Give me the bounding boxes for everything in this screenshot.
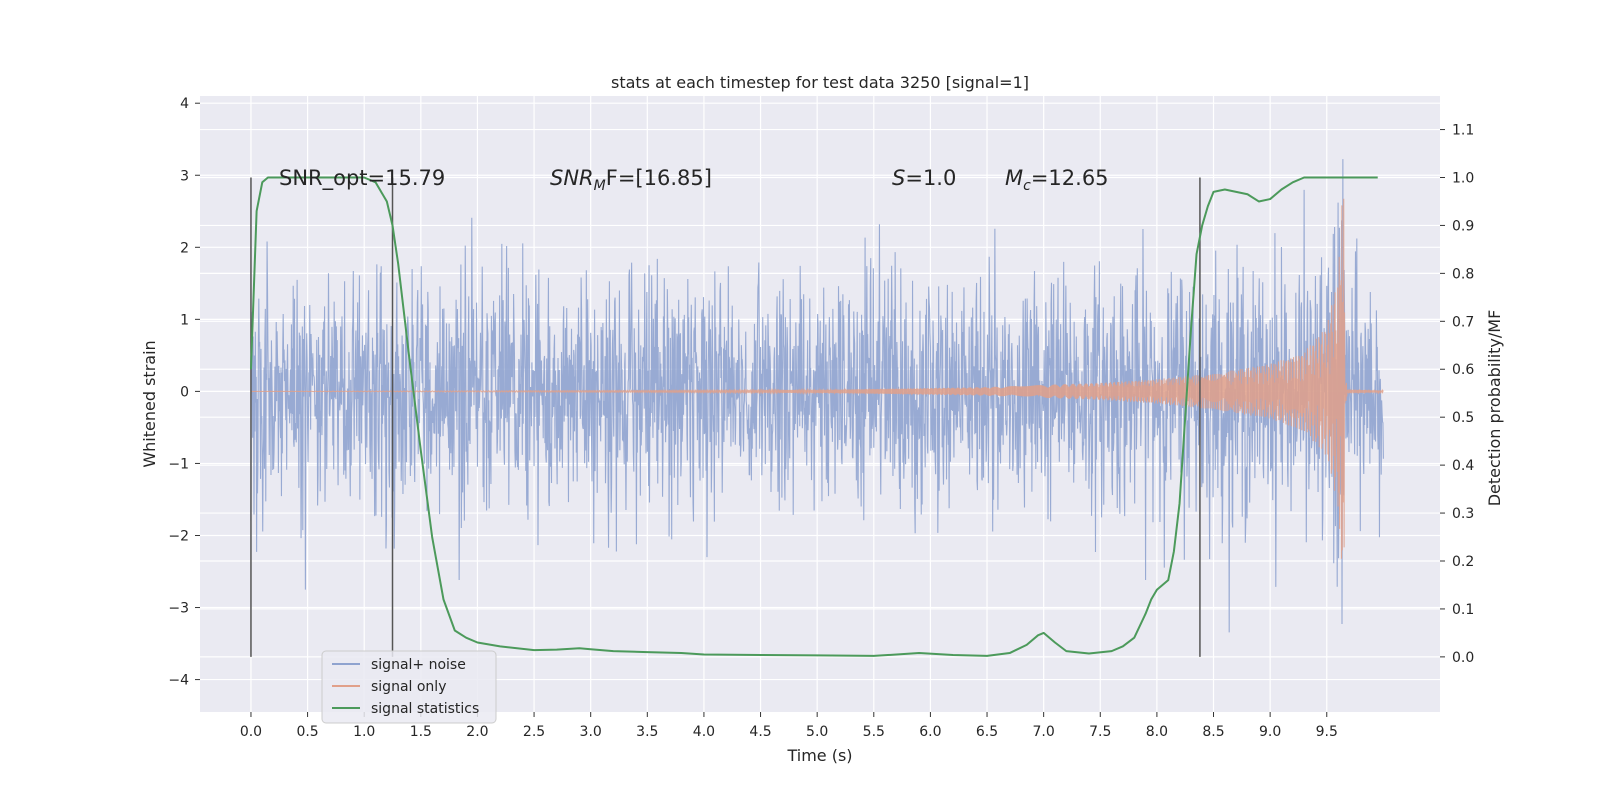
series-signal-only (250, 198, 1384, 559)
x-tick-label: 8.0 (1146, 724, 1168, 740)
y-axis-right: 0.0 0.1 0.2 0.3 0.4 0.5 0.6 0.7 0.8 0.9 1.0 1.1 (1440, 123, 1474, 666)
legend-label-signal-plus-noise: signal+ noise (371, 657, 466, 673)
y2-tick-label: 0.8 (1452, 266, 1474, 282)
x-tick-label: 6.0 (919, 724, 941, 740)
x-tick-label: 4.0 (693, 724, 715, 740)
y-axis-left: −4 −3 −2 −1 0 1 2 3 4 (168, 96, 200, 689)
y2-tick-label: 0.4 (1452, 458, 1474, 474)
signal-only-line (250, 198, 1384, 559)
y-tick-label: 3 (180, 168, 189, 184)
annotation-s-label: S (892, 166, 905, 190)
annotation-snr-opt: SNR_opt=15.79 (279, 166, 445, 191)
annotation-s: S=1.0 (892, 166, 956, 190)
legend: signal+ noise signal only signal statist… (321, 650, 497, 724)
x-tick-label: 9.0 (1259, 724, 1281, 740)
x-tick-label: 5.5 (863, 724, 885, 740)
x-tick-label: 0.0 (240, 724, 262, 740)
annotation-snr-mf-main: SNR (550, 166, 594, 190)
annotation-mc-value: =12.65 (1031, 166, 1109, 190)
y2-tick-label: 0.2 (1452, 554, 1474, 570)
x-tick-label: 8.5 (1202, 724, 1224, 740)
x-tick-label: 5.0 (806, 724, 828, 740)
y-tick-label: 0 (180, 384, 189, 400)
annotation-mc-sub: c (1023, 178, 1031, 194)
x-axis: 0.0 0.5 1.0 1.5 2.0 2.5 3.0 3.5 4.0 4.5 5.0 5.5 6.0 6… (240, 712, 1338, 740)
x-tick-label: 1.5 (410, 724, 432, 740)
legend-label-signal-statistics: signal statistics (371, 701, 479, 717)
x-axis-title: Time (s) (786, 746, 852, 765)
y2-tick-label: 1.1 (1452, 123, 1474, 139)
y2-tick-label: 0.5 (1452, 410, 1474, 426)
y-tick-label: −1 (168, 456, 189, 472)
legend-label-signal-only: signal only (371, 679, 446, 695)
annotation-mc: Mc=12.65 (1005, 166, 1109, 194)
x-tick-label: 2.0 (466, 724, 488, 740)
x-tick-label: 3.5 (636, 724, 658, 740)
signal-statistics-line (249, 176, 1378, 657)
y-tick-label: −4 (168, 673, 189, 689)
x-tick-label: 7.5 (1089, 724, 1111, 740)
y2-tick-label: 0.3 (1452, 506, 1474, 522)
vertical-markers (250, 177, 1201, 657)
x-tick-label: 6.5 (976, 724, 998, 740)
annotation-snr-mf-sub: M (594, 178, 606, 194)
y2-tick-label: 0.9 (1452, 218, 1474, 234)
annotation-mc-main: M (1005, 166, 1023, 190)
x-tick-label: 1.0 (353, 724, 375, 740)
y2-axis-title: Detection probability/MF (1485, 310, 1504, 507)
chart-title: stats at each timestep for test data 325… (611, 73, 1029, 92)
annotation-snr-mf-rest: F=[16.85] (606, 166, 712, 190)
y2-tick-label: 0.1 (1452, 602, 1474, 618)
y-tick-label: 4 (180, 96, 189, 112)
y2-tick-label: 0.6 (1452, 362, 1474, 378)
y-tick-label: −3 (168, 601, 189, 617)
y-tick-label: 1 (180, 312, 189, 328)
y2-tick-label: 0.7 (1452, 314, 1474, 330)
series-signal-statistics (249, 176, 1378, 657)
x-tick-label: 4.5 (749, 724, 771, 740)
x-tick-label: 3.0 (580, 724, 602, 740)
x-tick-label: 7.0 (1033, 724, 1055, 740)
legend-box (321, 650, 497, 724)
x-tick-label: 9.5 (1316, 724, 1338, 740)
y-axis-title: Whitened strain (140, 340, 159, 467)
y-tick-label: 2 (180, 240, 189, 256)
y-tick-label: −2 (168, 528, 189, 544)
y2-tick-label: 1.0 (1452, 170, 1474, 186)
x-tick-label: 0.5 (296, 724, 318, 740)
annotation-snr-mf: SNRMF=[16.85] (550, 166, 712, 194)
y2-tick-label: 0.0 (1452, 650, 1474, 666)
annotation-s-value: =1.0 (905, 166, 956, 190)
x-tick-label: 2.5 (523, 724, 545, 740)
